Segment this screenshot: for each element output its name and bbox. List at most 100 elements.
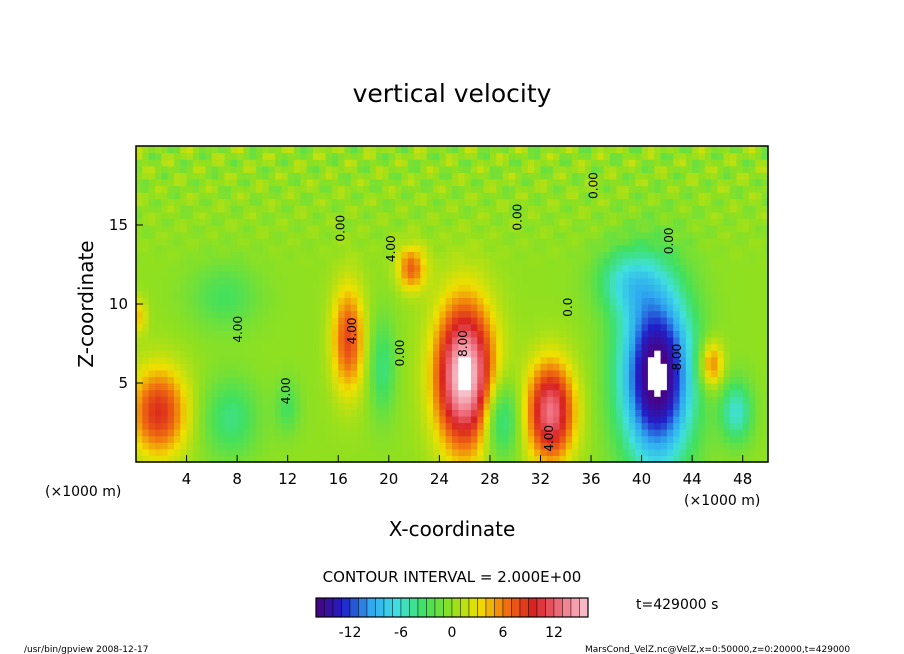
heatmap-cell xyxy=(180,383,188,391)
heatmap-cell xyxy=(211,231,219,239)
heatmap-cell xyxy=(439,455,447,463)
heatmap-cell xyxy=(660,178,668,187)
heatmap-cell xyxy=(470,284,478,292)
heatmap-cell xyxy=(148,271,156,279)
heatmap-cell xyxy=(237,244,245,252)
heatmap-cell xyxy=(192,330,200,338)
heatmap-cell xyxy=(736,304,744,312)
heatmap-cell xyxy=(173,146,181,154)
heatmap-cell xyxy=(243,297,251,305)
heatmap-cell xyxy=(610,448,617,457)
heatmap-cell xyxy=(287,396,295,404)
heatmap-cell xyxy=(635,211,643,220)
heatmap-cell xyxy=(755,277,763,285)
heatmap-cell xyxy=(211,284,219,292)
heatmap-cell xyxy=(407,185,415,193)
heatmap-cell xyxy=(635,165,643,173)
heatmap-cell xyxy=(338,251,346,259)
heatmap-cell xyxy=(616,350,624,358)
heatmap-cell xyxy=(489,165,497,173)
heatmap-cell xyxy=(369,159,377,167)
heatmap-cell xyxy=(218,297,226,305)
heatmap-cell xyxy=(218,185,226,193)
heatmap-cell xyxy=(186,172,194,180)
heatmap-cell xyxy=(704,205,712,213)
heatmap-cell xyxy=(281,192,289,200)
heatmap-cell xyxy=(407,435,415,443)
heatmap-cell xyxy=(376,271,384,279)
heatmap-cell xyxy=(641,363,649,371)
heatmap-cell xyxy=(654,231,662,239)
heatmap-cell xyxy=(319,257,327,266)
heatmap-cell xyxy=(211,271,219,279)
heatmap-cell xyxy=(439,192,447,200)
heatmap-cell xyxy=(414,389,421,397)
heatmap-cell xyxy=(666,323,674,331)
heatmap-cell xyxy=(591,310,598,318)
heatmap-cell xyxy=(660,244,668,252)
heatmap-cell xyxy=(161,442,169,450)
heatmap-cell xyxy=(407,336,415,345)
heatmap-cell xyxy=(666,317,674,325)
heatmap-cell xyxy=(300,244,308,252)
heatmap-cell xyxy=(287,435,295,443)
heatmap-cell xyxy=(230,448,238,457)
heatmap-cell xyxy=(641,350,649,358)
heatmap-cell xyxy=(268,257,276,266)
heatmap-cell xyxy=(369,251,377,259)
heatmap-cell xyxy=(262,350,270,358)
heatmap-cell xyxy=(180,323,188,331)
heatmap-cell xyxy=(420,290,428,299)
heatmap-cell xyxy=(357,415,365,424)
heatmap-cell xyxy=(502,297,510,305)
heatmap-cell xyxy=(755,284,763,292)
heatmap-cell xyxy=(692,211,700,220)
heatmap-cell xyxy=(496,172,504,180)
heatmap-cell xyxy=(628,251,636,259)
heatmap-cell xyxy=(420,277,428,285)
heatmap-cell xyxy=(565,264,573,272)
heatmap-cell xyxy=(628,238,636,246)
heatmap-cell xyxy=(679,257,687,266)
heatmap-cell xyxy=(730,304,737,312)
heatmap-cell xyxy=(173,178,181,187)
heatmap-cell xyxy=(679,369,687,378)
heatmap-cell xyxy=(407,284,415,292)
heatmap-cell xyxy=(546,218,554,226)
heatmap-cell xyxy=(420,146,428,154)
heatmap-cell xyxy=(654,146,662,154)
heatmap-cell xyxy=(692,225,700,233)
heatmap-cell xyxy=(515,363,523,371)
heatmap-cell xyxy=(439,172,447,180)
heatmap-cell xyxy=(635,284,643,292)
heatmap-cell xyxy=(553,448,561,457)
heatmap-cell xyxy=(610,409,617,417)
heatmap-cell xyxy=(142,178,150,187)
heatmap-cell xyxy=(167,442,175,450)
heatmap-cell xyxy=(186,422,194,430)
heatmap-cell xyxy=(230,356,238,364)
heatmap-cell xyxy=(496,310,504,318)
heatmap-cell xyxy=(148,422,156,430)
heatmap-cell xyxy=(344,448,352,457)
heatmap-cell xyxy=(673,172,681,180)
heatmap-cell xyxy=(521,251,529,259)
heatmap-cell xyxy=(331,350,339,358)
heatmap-cell xyxy=(559,172,567,180)
heatmap-cell xyxy=(300,310,308,318)
heatmap-cell xyxy=(275,264,282,272)
heatmap-cell xyxy=(723,264,731,272)
heatmap-cell xyxy=(401,257,409,266)
heatmap-cell xyxy=(610,271,617,279)
heatmap-cell xyxy=(338,284,346,292)
heatmap-cell xyxy=(553,369,561,378)
heatmap-cell xyxy=(761,218,769,226)
heatmap-cell xyxy=(186,290,194,299)
heatmap-cell xyxy=(711,343,719,351)
heatmap-cell xyxy=(154,369,162,378)
heatmap-cell xyxy=(300,402,308,410)
heatmap-cell xyxy=(388,290,396,299)
heatmap-cell xyxy=(414,350,421,358)
heatmap-cell xyxy=(420,409,428,417)
heatmap-cell xyxy=(294,343,301,351)
